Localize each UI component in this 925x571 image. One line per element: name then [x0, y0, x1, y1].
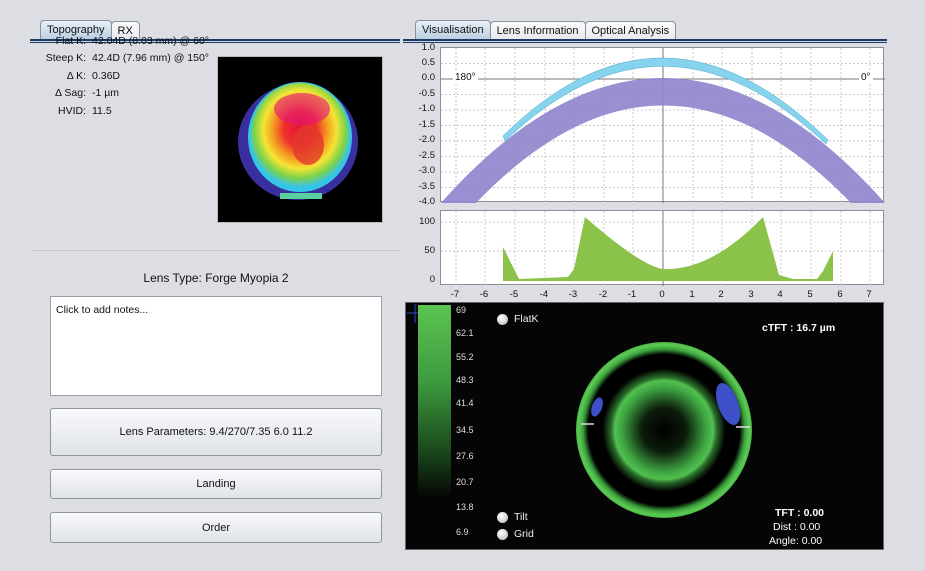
x-tick: -2	[598, 289, 608, 300]
y-tick: -2.5	[418, 150, 435, 161]
steep-k-label: Steep K:	[45, 52, 86, 65]
y-tick: 50	[424, 245, 435, 256]
x-tick: -1	[627, 289, 637, 300]
tilt-label: Tilt	[514, 511, 528, 523]
scale-label: 20.7	[456, 477, 474, 487]
y-tick: 0	[429, 274, 435, 285]
left-tab-underline	[30, 39, 400, 43]
right-tabbar: Visualisation Lens Information Optical A…	[415, 20, 677, 40]
y-tick: -4.0	[418, 196, 435, 207]
lens-parameters-button[interactable]: Lens Parameters: 9.4/270/7.35 6.0 11.2	[50, 408, 382, 456]
ctft-value: cTFT : 16.7 µm	[762, 322, 836, 334]
tft-value: TFT : 0.00	[775, 507, 825, 519]
delta-k-label: Δ K:	[66, 69, 86, 82]
scale-label: 69	[456, 305, 467, 315]
y-tick: -1.5	[418, 119, 435, 130]
clearance-chart	[440, 210, 885, 286]
scale-label: 34.5	[456, 425, 474, 435]
hvid-value: 11.5	[92, 104, 112, 117]
angle-180-label: 180°	[453, 72, 478, 83]
angle-0-label: 0°	[859, 72, 873, 83]
scale-label: 13.8	[456, 502, 474, 512]
x-tick: -5	[509, 289, 519, 300]
y-tick: -3.5	[418, 181, 435, 192]
scale-label: 41.4	[456, 398, 474, 408]
tab-topography[interactable]: Topography	[40, 20, 112, 40]
y-tick: -2.0	[418, 134, 435, 145]
dist-value: Dist : 0.00	[773, 521, 821, 533]
delta-sag-label: Δ Sag:	[55, 87, 86, 100]
angle-value: Angle: 0.00	[769, 535, 823, 547]
flatk-radio[interactable]: FlatK	[497, 313, 539, 325]
topography-values: Flat K: 42.04D (8.03 mm) @ 60° Steep K: 42…	[30, 32, 209, 120]
radio-icon	[497, 511, 508, 523]
order-button[interactable]: Order	[50, 512, 382, 543]
x-tick: 6	[837, 289, 843, 300]
tilt-radio[interactable]: Tilt	[497, 511, 528, 523]
hvid-row: HVID: 11.5	[30, 102, 209, 120]
grid-label: Grid	[514, 528, 534, 540]
topography-map	[217, 56, 383, 223]
x-tick: 0	[659, 289, 665, 300]
section-separator	[32, 250, 400, 251]
right-tab-underline	[403, 39, 887, 43]
landing-button[interactable]: Landing	[50, 469, 382, 499]
flat-k-label: Flat K:	[55, 34, 86, 47]
x-tick: -3	[568, 289, 578, 300]
tab-lens-information[interactable]: Lens Information	[489, 21, 586, 40]
lens-type-label: Lens Type: Forge Myopia 2	[143, 271, 289, 285]
scale-label: 55.2	[456, 352, 474, 362]
delta-sag-row: Δ Sag: -1 µm	[30, 85, 209, 103]
thickness-color-scale	[418, 305, 451, 498]
x-tick: 7	[866, 289, 872, 300]
delta-k-value: 0.36D	[92, 69, 121, 82]
x-tick: -4	[539, 289, 549, 300]
x-tick: 4	[777, 289, 783, 300]
delta-sag-value: -1 µm	[92, 87, 120, 100]
x-tick: -7	[450, 289, 460, 300]
radio-icon	[497, 313, 508, 325]
x-tick: 1	[689, 289, 695, 300]
y-tick: -3.0	[418, 165, 435, 176]
radio-icon	[497, 528, 508, 540]
fluorescein-panel	[405, 302, 884, 550]
tab-visualisation[interactable]: Visualisation	[415, 20, 491, 40]
notes-field[interactable]: Click to add notes...	[50, 296, 382, 396]
y-tick: 0.0	[421, 72, 435, 83]
y-tick: 100	[419, 216, 435, 227]
flat-k-value: 42.04D (8.03 mm) @ 60°	[92, 34, 209, 47]
hvid-label: HVID:	[57, 104, 86, 117]
y-tick: -0.5	[418, 88, 435, 99]
x-tick: 3	[748, 289, 754, 300]
left-tabbar: Topography RX	[40, 20, 140, 40]
x-tick: 2	[718, 289, 724, 300]
steep-k-row: Steep K: 42.4D (7.96 mm) @ 150°	[30, 50, 209, 68]
flatk-label: FlatK	[514, 313, 539, 325]
y-tick: 0.5	[421, 57, 435, 68]
delta-k-row: Δ K: 0.36D	[30, 67, 209, 85]
x-tick: 5	[807, 289, 813, 300]
scale-label: 48.3	[456, 375, 474, 385]
profile-chart: 180° 0°	[440, 47, 885, 203]
y-tick: -1.0	[418, 103, 435, 114]
grid-radio[interactable]: Grid	[497, 528, 534, 540]
tab-rx[interactable]: RX	[110, 21, 140, 40]
steep-k-value: 42.4D (7.96 mm) @ 150°	[92, 52, 209, 65]
x-tick: -6	[479, 289, 489, 300]
flat-k-row: Flat K: 42.04D (8.03 mm) @ 60°	[30, 32, 209, 50]
scale-label: 6.9	[456, 527, 469, 537]
tab-optical-analysis[interactable]: Optical Analysis	[584, 21, 677, 40]
y-tick: 1.0	[421, 42, 435, 53]
scale-label: 62.1	[456, 328, 474, 338]
scale-label: 27.6	[456, 451, 474, 461]
